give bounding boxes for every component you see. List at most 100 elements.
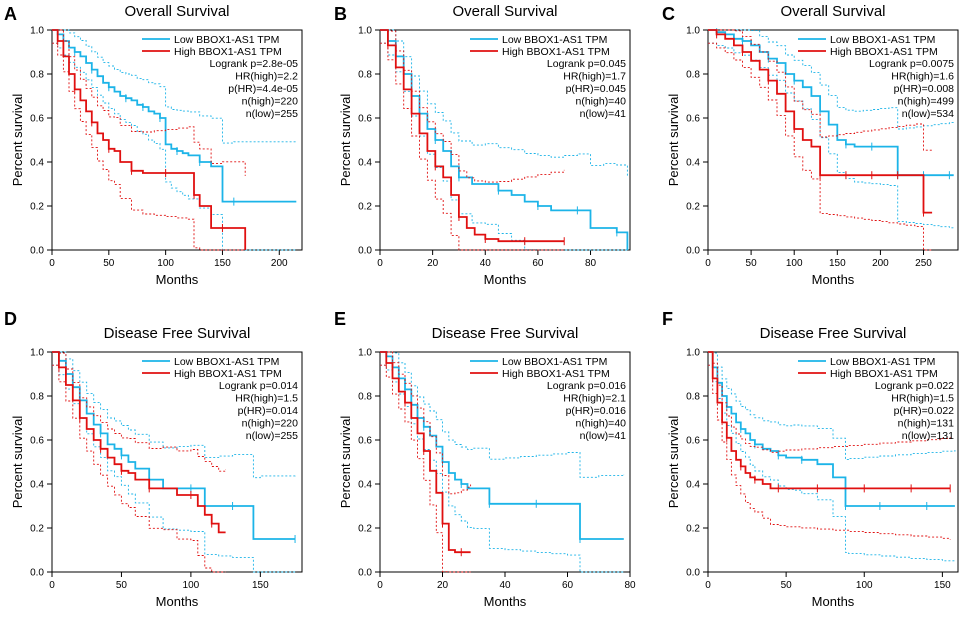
stat-line: n(low)=255	[246, 108, 298, 120]
x-axis-label: Months	[484, 272, 527, 287]
panel-letter: F	[662, 309, 673, 329]
stat-line: Logrank p=0.022	[875, 380, 954, 392]
high-survival-curve	[380, 351, 471, 554]
high-ci-lower	[708, 42, 933, 251]
panel-d: D Disease Free Survival 0 50 100 150 0.0 0.2 0.4…	[4, 309, 303, 609]
low-survival-curve	[708, 351, 955, 507]
x-tick-label: 50	[116, 580, 128, 591]
panel-c: C Overall Survival 0 50 100 150 200 250 0.0 0.2 0.…	[662, 3, 959, 287]
y-tick-label: 0.2	[686, 202, 700, 213]
stat-line: Logrank p=0.016	[547, 380, 626, 392]
panel-e: E Disease Free Survival 0 20 40 60 80 0.0 0.2 0.4…	[334, 309, 636, 609]
low-ci-lower	[52, 42, 297, 251]
stat-line: n(high)=40	[576, 96, 627, 108]
low-survival-curve	[52, 351, 296, 540]
y-tick-label: 0.6	[686, 114, 700, 125]
stat-line: n(high)=499	[898, 96, 954, 108]
x-tick-label: 100	[157, 258, 174, 269]
y-tick-label: 0.4	[686, 158, 700, 169]
y-tick-label: 0.2	[686, 524, 700, 535]
stat-line: Logrank p=2.8e-05	[210, 58, 299, 70]
stat-line: Logrank p=0.0075	[869, 58, 954, 70]
low-ci-lower	[52, 364, 296, 573]
panel-b: B Overall Survival 0 20 40 60 80 0.0 0.2 0.4 0.6 0.…	[334, 3, 631, 287]
y-tick-label: 0.6	[358, 436, 372, 447]
y-tick-label: 1.0	[358, 348, 372, 359]
legend-low-label: Low BBOX1-AS1 TPM	[502, 356, 607, 368]
low-ci-upper	[380, 29, 628, 176]
y-axis-label: Percent survival	[666, 416, 681, 509]
x-axis-label: Months	[812, 272, 855, 287]
stat-line: n(high)=220	[242, 96, 298, 108]
x-tick-label: 200	[872, 258, 889, 269]
y-tick-label: 0.6	[358, 114, 372, 125]
stat-line: Logrank p=0.045	[547, 58, 626, 70]
stat-line: n(low)=41	[580, 108, 627, 120]
high-ci-upper	[708, 351, 951, 453]
x-tick-label: 60	[532, 258, 544, 269]
panel-title: Disease Free Survival	[104, 325, 251, 342]
x-tick-label: 150	[934, 580, 951, 591]
stat-line: HR(high)=2.1	[563, 393, 626, 405]
y-tick-label: 1.0	[358, 26, 372, 37]
low-ci-upper	[52, 29, 297, 144]
panel-title: Overall Survival	[780, 3, 885, 20]
plot-frame	[51, 29, 303, 251]
x-tick-label: 0	[377, 580, 383, 591]
y-tick-label: 0.4	[358, 480, 372, 491]
x-tick-label: 40	[499, 580, 511, 591]
high-ci-upper	[52, 29, 246, 176]
x-tick-label: 20	[437, 580, 449, 591]
low-ci-upper	[52, 351, 296, 479]
y-axis-label: Percent survival	[338, 94, 353, 187]
y-tick-label: 0.8	[358, 392, 372, 403]
panel-title: Overall Survival	[124, 3, 229, 20]
x-axis-label: Months	[156, 272, 199, 287]
x-tick-label: 0	[705, 580, 711, 591]
y-tick-label: 0.4	[30, 158, 44, 169]
high-survival-curve	[380, 29, 565, 243]
stat-line: p(HR)=0.022	[894, 405, 955, 417]
y-tick-label: 0.0	[30, 568, 44, 579]
y-tick-label: 1.0	[686, 348, 700, 359]
high-ci-lower	[380, 364, 471, 573]
x-tick-label: 0	[705, 258, 711, 269]
y-tick-label: 0.8	[30, 70, 44, 81]
y-tick-label: 0.2	[30, 202, 44, 213]
x-tick-label: 0	[49, 580, 55, 591]
high-survival-curve	[708, 351, 951, 490]
x-tick-label: 50	[103, 258, 115, 269]
y-tick-label: 0.8	[358, 70, 372, 81]
high-ci-upper	[380, 29, 565, 183]
x-tick-label: 80	[585, 258, 597, 269]
legend-low-label: Low BBOX1-AS1 TPM	[830, 356, 935, 368]
legend-high-label: High BBOX1-AS1 TPM	[174, 46, 282, 58]
plot-frame	[707, 29, 959, 251]
y-tick-label: 0.2	[358, 524, 372, 535]
stat-line: p(HR)=4.4e-05	[228, 83, 298, 95]
high-ci-lower	[708, 364, 951, 540]
panel-a: A Overall Survival 0 50 100 150 200 0.0 0.2 0.4 0.…	[4, 3, 303, 287]
legend-high-label: High BBOX1-AS1 TPM	[830, 46, 938, 58]
y-tick-label: 0.6	[686, 436, 700, 447]
legend-low-label: Low BBOX1-AS1 TPM	[174, 34, 279, 46]
high-ci-lower	[52, 42, 246, 251]
x-tick-label: 150	[829, 258, 846, 269]
x-tick-label: 0	[377, 258, 383, 269]
legend-low-label: Low BBOX1-AS1 TPM	[174, 356, 279, 368]
legend-low-label: Low BBOX1-AS1 TPM	[502, 34, 607, 46]
x-tick-label: 60	[562, 580, 574, 591]
high-ci-upper	[380, 351, 472, 495]
y-tick-label: 0.4	[30, 480, 44, 491]
stat-line: n(high)=40	[576, 418, 627, 430]
stat-line: n(high)=220	[242, 418, 298, 430]
y-tick-label: 1.0	[30, 26, 44, 37]
stat-line: HR(high)=1.5	[235, 393, 298, 405]
y-tick-label: 0.0	[686, 246, 700, 257]
x-tick-label: 20	[427, 258, 439, 269]
low-survival-curve	[52, 29, 297, 203]
plot-frame	[707, 351, 959, 573]
x-tick-label: 250	[915, 258, 932, 269]
y-tick-label: 0.0	[686, 568, 700, 579]
y-tick-label: 0.0	[30, 246, 44, 257]
